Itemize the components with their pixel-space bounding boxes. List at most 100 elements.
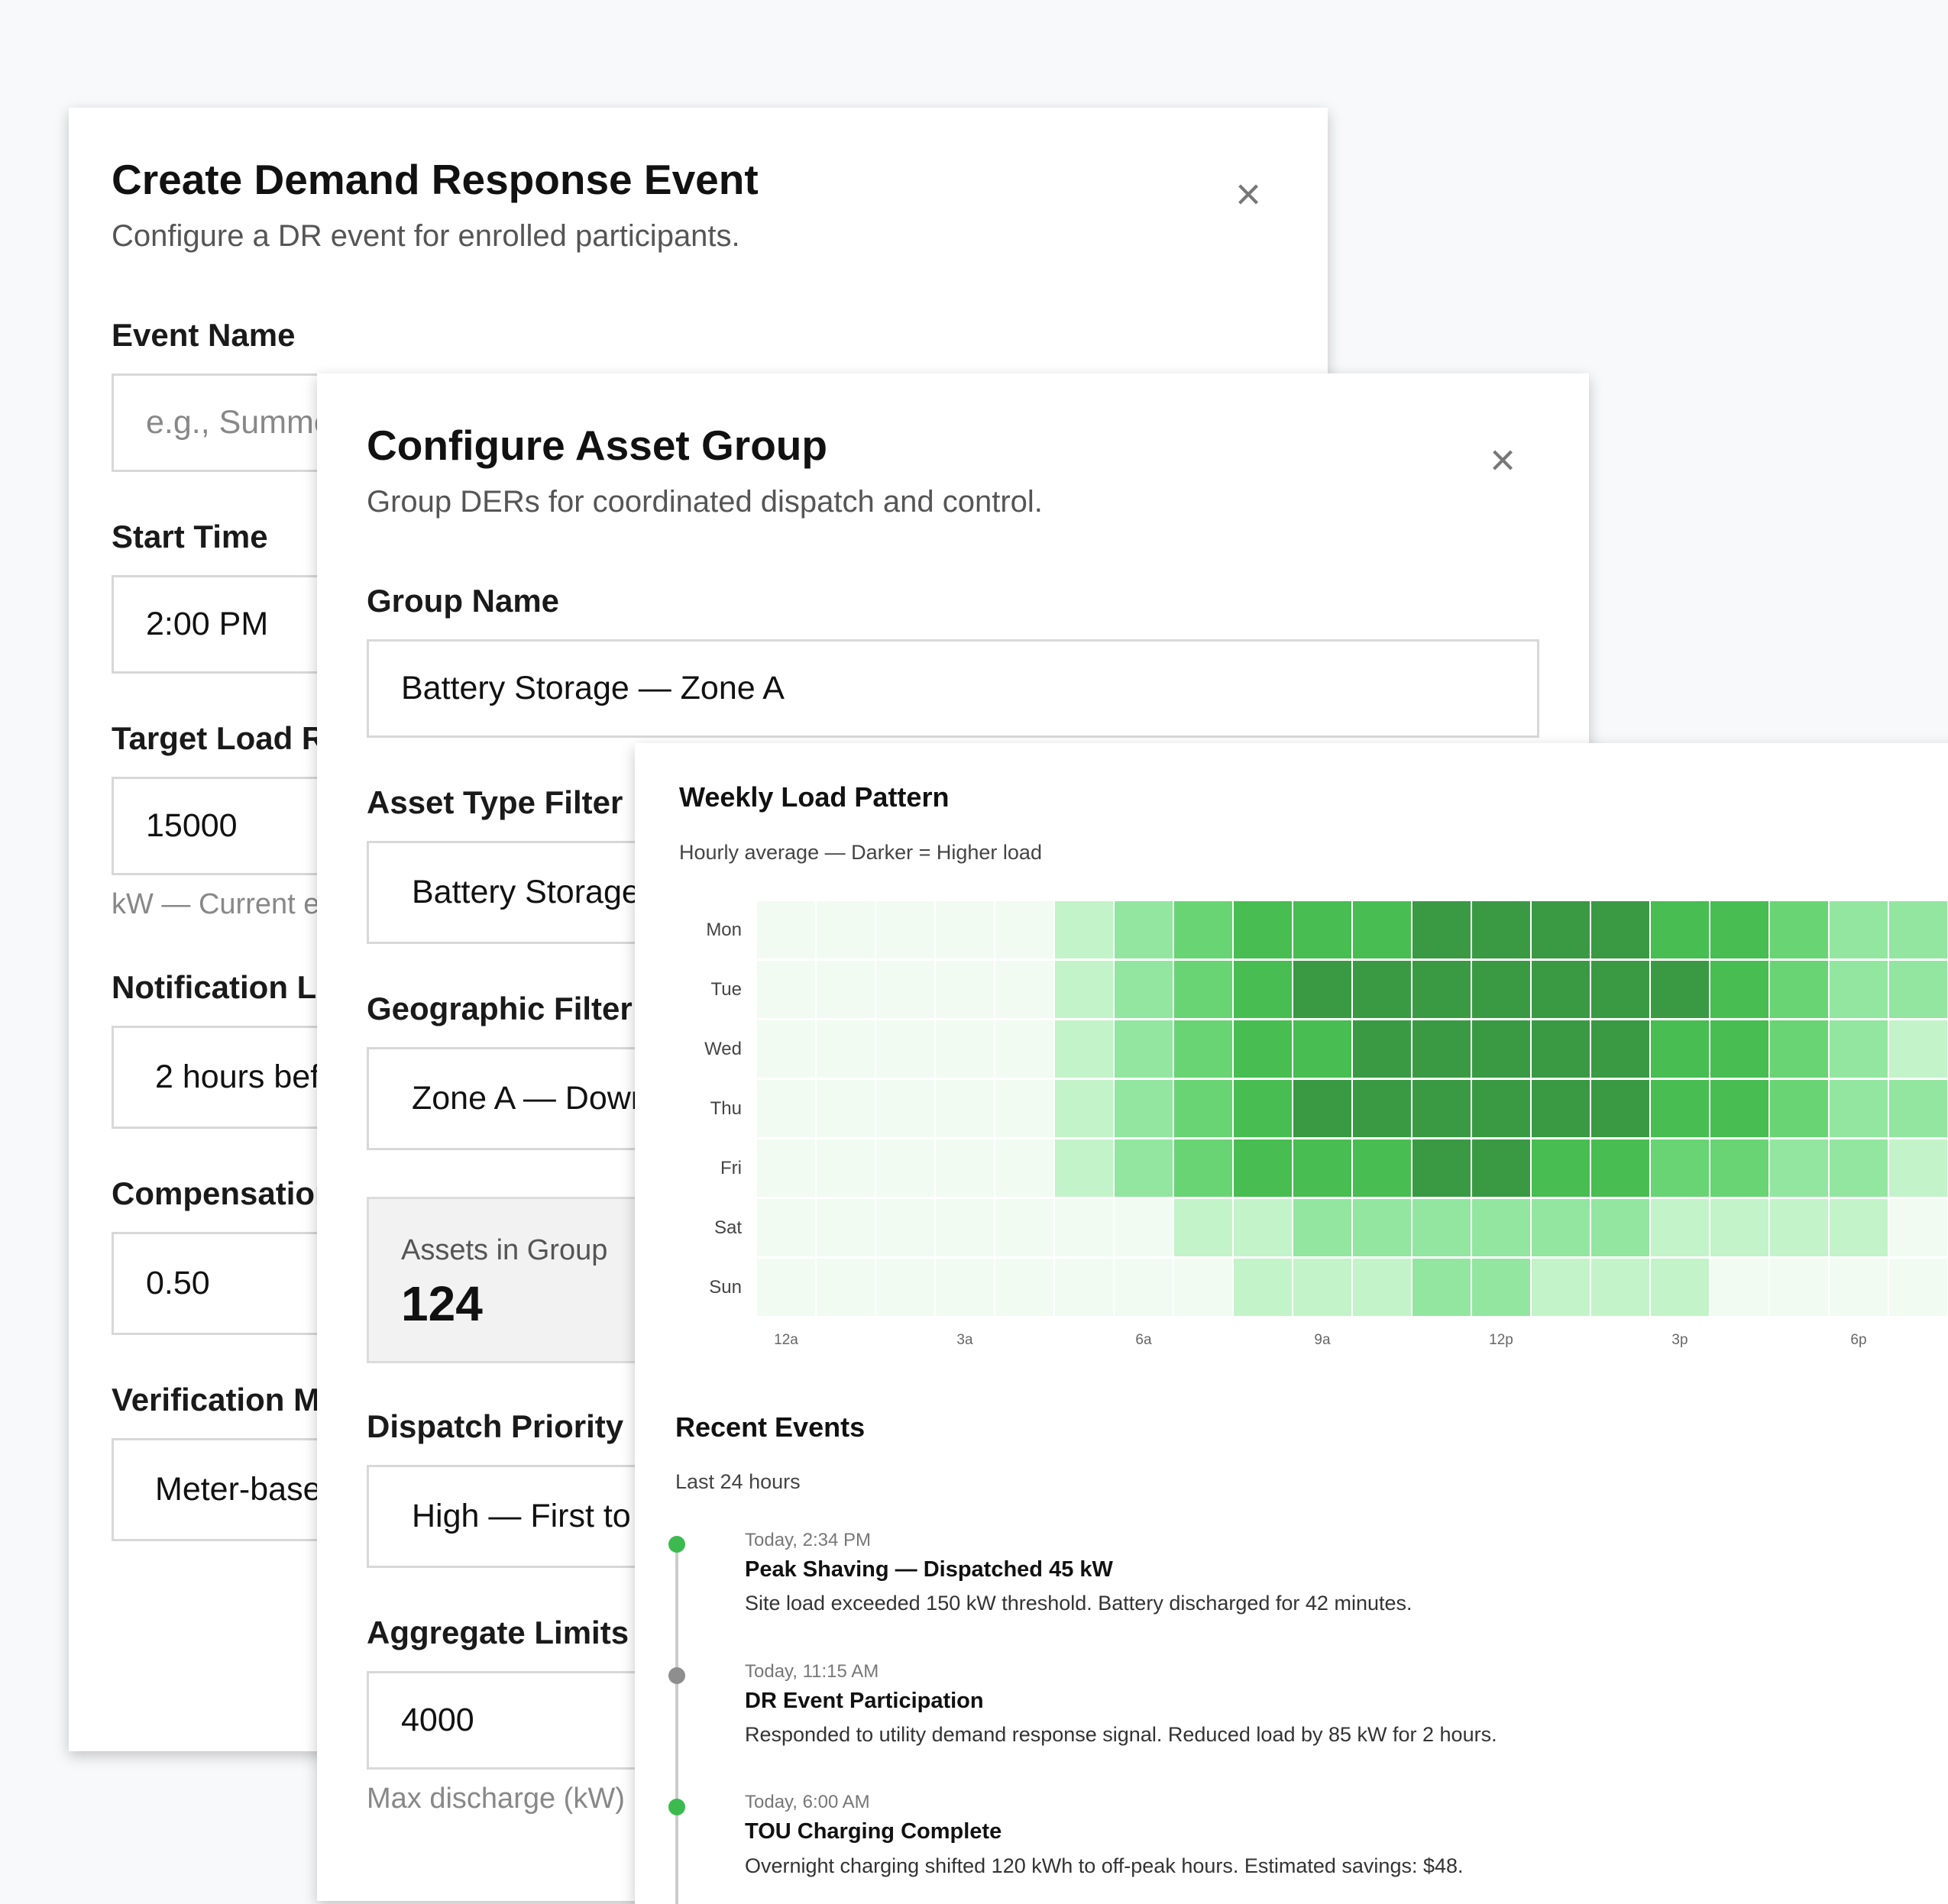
- heatmap-cell[interactable]: [1532, 1020, 1590, 1078]
- heatmap-cell[interactable]: [757, 1139, 815, 1197]
- heatmap-cell[interactable]: [1055, 901, 1113, 958]
- heatmap-cell[interactable]: [936, 1259, 994, 1316]
- heatmap-cell[interactable]: [1353, 961, 1411, 1018]
- heatmap-cell[interactable]: [1055, 961, 1113, 1018]
- heatmap-cell[interactable]: [1830, 901, 1888, 958]
- heatmap-cell[interactable]: [1889, 901, 1947, 958]
- heatmap-cell[interactable]: [1591, 1259, 1649, 1316]
- heatmap-cell[interactable]: [876, 901, 934, 958]
- heatmap-cell[interactable]: [1889, 961, 1947, 1018]
- heatmap-cell[interactable]: [1710, 961, 1768, 1018]
- heatmap-cell[interactable]: [1830, 1259, 1888, 1316]
- heatmap-cell[interactable]: [1412, 1080, 1471, 1137]
- heatmap-cell[interactable]: [1472, 1259, 1530, 1316]
- heatmap-cell[interactable]: [1115, 1199, 1173, 1256]
- heatmap-cell[interactable]: [1830, 961, 1888, 1018]
- heatmap-cell[interactable]: [1532, 1259, 1590, 1316]
- heatmap-cell[interactable]: [817, 1259, 875, 1316]
- heatmap-cell[interactable]: [995, 901, 1053, 958]
- heatmap-cell[interactable]: [1770, 1020, 1828, 1078]
- heatmap-cell[interactable]: [1293, 901, 1351, 958]
- heatmap-cell[interactable]: [1651, 1139, 1709, 1197]
- heatmap-cell[interactable]: [1055, 1080, 1113, 1137]
- heatmap-cell[interactable]: [757, 1080, 815, 1137]
- asset-group-close-icon[interactable]: ×: [1490, 435, 1516, 485]
- heatmap-cell[interactable]: [936, 1080, 994, 1137]
- heatmap-cell[interactable]: [1293, 1080, 1351, 1137]
- heatmap-cell[interactable]: [1889, 1020, 1947, 1078]
- heatmap-cell[interactable]: [817, 1020, 875, 1078]
- heatmap-cell[interactable]: [1532, 1199, 1590, 1256]
- heatmap-cell[interactable]: [1055, 1139, 1113, 1197]
- heatmap-cell[interactable]: [1889, 1199, 1947, 1256]
- heatmap-cell[interactable]: [1293, 1139, 1351, 1197]
- heatmap-cell[interactable]: [1770, 1080, 1828, 1137]
- heatmap-cell[interactable]: [1234, 961, 1292, 1018]
- heatmap-cell[interactable]: [1651, 1080, 1709, 1137]
- heatmap-cell[interactable]: [1532, 961, 1590, 1018]
- heatmap-cell[interactable]: [1472, 901, 1530, 958]
- heatmap-cell[interactable]: [1353, 1020, 1411, 1078]
- heatmap-cell[interactable]: [1174, 961, 1232, 1018]
- group-name-input[interactable]: Battery Storage — Zone A: [367, 639, 1539, 738]
- heatmap-cell[interactable]: [1174, 1199, 1232, 1256]
- heatmap-cell[interactable]: [995, 1139, 1053, 1197]
- heatmap-cell[interactable]: [1710, 1199, 1768, 1256]
- heatmap-cell[interactable]: [1115, 1139, 1173, 1197]
- heatmap-cell[interactable]: [1472, 1020, 1530, 1078]
- heatmap-cell[interactable]: [1651, 1199, 1709, 1256]
- heatmap-cell[interactable]: [1591, 901, 1649, 958]
- heatmap-cell[interactable]: [876, 1199, 934, 1256]
- heatmap-cell[interactable]: [876, 1259, 934, 1316]
- heatmap-cell[interactable]: [1591, 1199, 1649, 1256]
- heatmap-cell[interactable]: [1412, 901, 1471, 958]
- heatmap-cell[interactable]: [1174, 1020, 1232, 1078]
- heatmap-cell[interactable]: [1412, 1139, 1471, 1197]
- heatmap-cell[interactable]: [1770, 961, 1828, 1018]
- heatmap-cell[interactable]: [1532, 901, 1590, 958]
- heatmap-cell[interactable]: [936, 961, 994, 1018]
- heatmap-cell[interactable]: [1830, 1139, 1888, 1197]
- heatmap-cell[interactable]: [1651, 961, 1709, 1018]
- heatmap-cell[interactable]: [1889, 1080, 1947, 1137]
- heatmap-cell[interactable]: [1293, 1259, 1351, 1316]
- dr-event-close-icon[interactable]: ×: [1235, 170, 1261, 219]
- heatmap-cell[interactable]: [1353, 1139, 1411, 1197]
- heatmap-cell[interactable]: [757, 1199, 815, 1256]
- heatmap-cell[interactable]: [1770, 901, 1828, 958]
- heatmap-cell[interactable]: [1591, 1020, 1649, 1078]
- heatmap-cell[interactable]: [1353, 1199, 1411, 1256]
- heatmap-cell[interactable]: [1174, 1139, 1232, 1197]
- heatmap-cell[interactable]: [1353, 1080, 1411, 1137]
- heatmap-cell[interactable]: [1293, 1020, 1351, 1078]
- heatmap-cell[interactable]: [817, 1139, 875, 1197]
- heatmap-cell[interactable]: [1353, 901, 1411, 958]
- heatmap-cell[interactable]: [757, 1020, 815, 1078]
- heatmap-cell[interactable]: [1055, 1020, 1113, 1078]
- heatmap-cell[interactable]: [1353, 1259, 1411, 1316]
- heatmap-cell[interactable]: [936, 1139, 994, 1197]
- heatmap-cell[interactable]: [1770, 1199, 1828, 1256]
- heatmap-cell[interactable]: [1651, 1259, 1709, 1316]
- heatmap-cell[interactable]: [817, 901, 875, 958]
- heatmap-cell[interactable]: [1591, 961, 1649, 1018]
- heatmap-cell[interactable]: [1055, 1199, 1113, 1256]
- heatmap-cell[interactable]: [1830, 1080, 1888, 1137]
- heatmap-cell[interactable]: [876, 1080, 934, 1137]
- heatmap-cell[interactable]: [1115, 1020, 1173, 1078]
- heatmap-cell[interactable]: [1830, 1199, 1888, 1256]
- heatmap-cell[interactable]: [876, 961, 934, 1018]
- heatmap-cell[interactable]: [995, 1020, 1053, 1078]
- heatmap-cell[interactable]: [1532, 1080, 1590, 1137]
- heatmap-cell[interactable]: [1412, 1259, 1471, 1316]
- heatmap-cell[interactable]: [1770, 1139, 1828, 1197]
- heatmap-cell[interactable]: [817, 1199, 875, 1256]
- heatmap-cell[interactable]: [1710, 1139, 1768, 1197]
- heatmap-cell[interactable]: [936, 1199, 994, 1256]
- heatmap-cell[interactable]: [1234, 1199, 1292, 1256]
- heatmap-cell[interactable]: [1174, 1080, 1232, 1137]
- heatmap-cell[interactable]: [1115, 961, 1173, 1018]
- heatmap-cell[interactable]: [757, 1259, 815, 1316]
- heatmap-cell[interactable]: [1591, 1080, 1649, 1137]
- heatmap-cell[interactable]: [1710, 1259, 1768, 1316]
